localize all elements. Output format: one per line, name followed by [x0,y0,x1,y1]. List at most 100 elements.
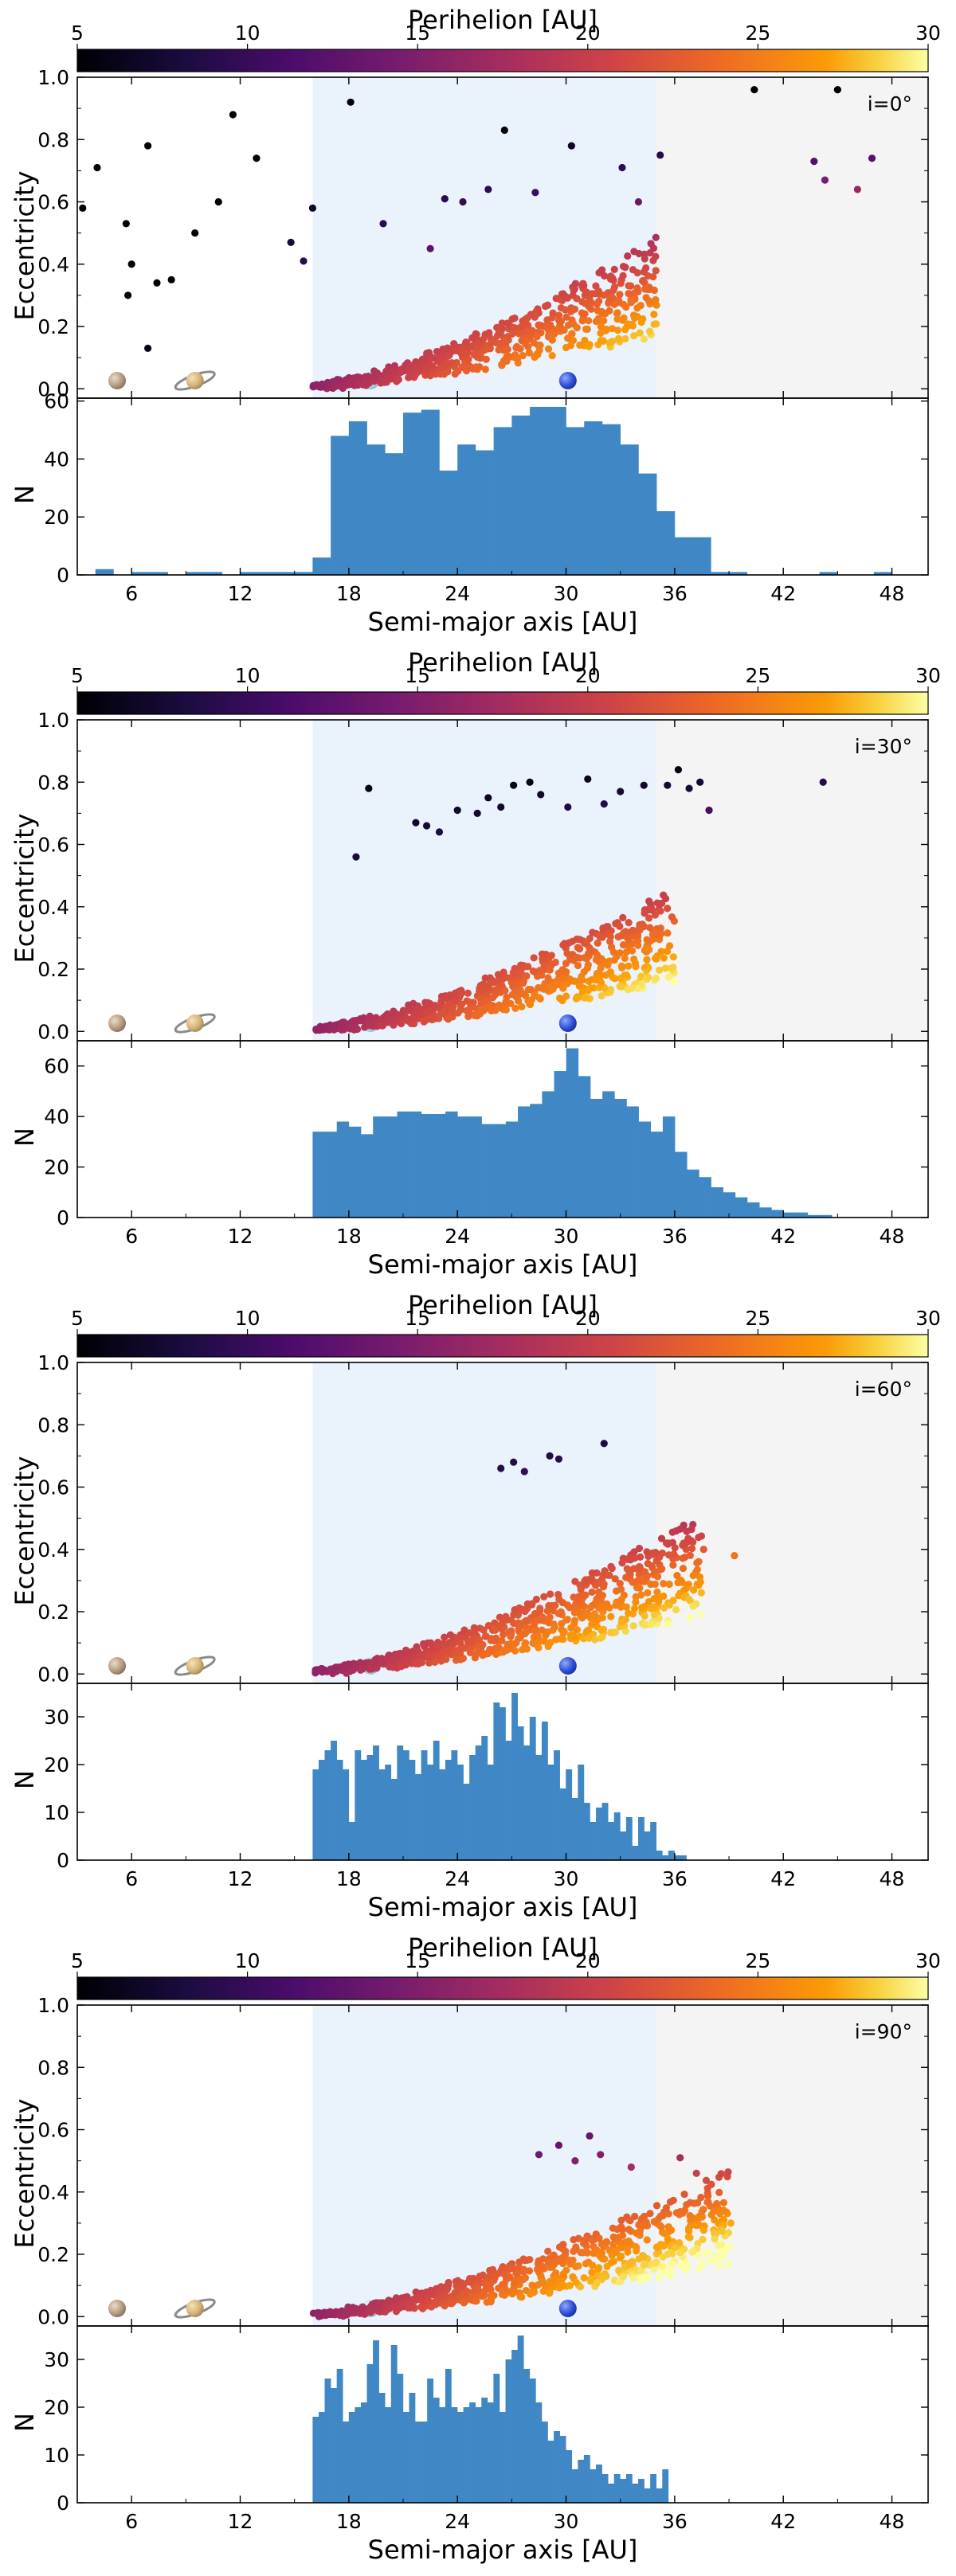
scatter-point [648,1620,656,1628]
scatter-point [592,317,600,326]
scatter-point [425,1652,433,1661]
scatter-point [518,2293,526,2301]
histogram-bar [529,1717,536,1860]
scatter-point [573,323,581,332]
scatter-point [645,946,653,954]
scatter-point [664,781,672,789]
scatter-point [645,964,652,972]
scatter-point [444,993,453,1001]
scatter-point [402,2299,409,2307]
scatter-point [586,2132,594,2140]
neptune-icon [558,2300,577,2317]
scatter-point [127,260,135,268]
histogram-bar [409,2393,416,2503]
scatter-point [673,1572,681,1580]
shaded-region-outer [656,1362,928,1683]
histogram-bar [566,1769,573,1860]
scatter-point [602,2238,610,2246]
histogram-bar [131,572,151,575]
scatter-point [315,2312,323,2320]
scatter-point [394,1010,402,1019]
scatter-point [561,306,570,314]
scatter-point [656,966,664,974]
scatter-point [683,1584,691,1593]
scatter-point [718,2227,727,2235]
scatter-point [533,2265,542,2273]
histogram-bar [481,1736,488,1860]
histogram-frame [76,2325,929,2504]
histogram-bar [481,1124,495,1218]
scatter-point [669,953,677,961]
scatter-point [405,1007,413,1014]
scatter-point [699,2235,707,2244]
histogram-bar [644,1831,651,1860]
scatter-point [547,952,555,960]
scatter-point [699,1546,707,1554]
hist-x-tick-label: 24 [445,2510,470,2533]
scatter-point [650,2265,658,2273]
scatter-point [543,1607,551,1615]
scatter-point [614,932,622,941]
histogram-bar [578,2460,585,2503]
y-tick-label: 0.6 [37,1476,69,1499]
scatter-point [660,954,668,962]
histogram-bar [675,1151,688,1218]
histogram-bar [632,1846,639,1860]
y-tick-label: 0.6 [37,191,69,214]
scatter-point [500,126,508,135]
scatter-point [665,942,674,950]
scatter-point [655,2273,663,2281]
histogram-bar [451,2407,458,2503]
scatter-point [578,309,586,317]
histogram-bar [530,406,549,575]
scatter-point [668,964,676,972]
scatter-point [725,2261,733,2269]
scatter-point [662,2204,670,2212]
scatter-point [633,2244,641,2252]
scatter-point [578,976,586,984]
histogram-bar [385,1765,392,1860]
scatter-point [598,309,606,318]
scatter-point [338,1022,346,1030]
scatter-point [473,339,481,347]
scatter-point [524,986,533,994]
histogram-bar [402,1750,409,1860]
scatter-point [586,1603,594,1612]
scatter-point [481,974,489,982]
scatter-point [637,972,645,980]
scatter-point [550,1623,558,1631]
scatter-point [641,909,648,917]
scatter-point [650,1603,658,1611]
hist-x-tick-label: 24 [445,582,470,605]
scatter-point [617,962,625,970]
histogram-bar [331,1741,337,1860]
scatter-point [509,2286,517,2294]
scatter-point [559,2254,567,2261]
scatter-point [520,990,528,998]
histogram-bar [554,2431,560,2503]
histogram-bar [499,1707,506,1860]
hist-x-tick-label: 42 [770,582,796,605]
hist-x-tick-label: 30 [554,2510,579,2533]
scatter-point [362,377,370,385]
histogram-bar [397,1111,409,1218]
scatter-point [460,2290,468,2298]
scatter-point [412,819,420,827]
scatter-point [432,2298,440,2306]
scatter-point [618,316,627,324]
scatter-point [688,2248,696,2256]
scatter-point [637,2267,645,2275]
scatter-point [300,257,308,265]
scatter-point [624,1555,632,1563]
hist-y-axis-label: N [10,1128,40,1147]
scatter-point [581,994,589,1002]
scatter-point [613,326,622,334]
scatter-point [652,930,660,938]
scatter-point [622,1573,630,1581]
scatter-point [583,964,592,972]
scatter-point [616,291,624,299]
histogram-bar [529,2379,536,2503]
scatter-point [594,939,601,947]
scatter-point [649,1550,657,1558]
scatter-point [674,1578,682,1587]
